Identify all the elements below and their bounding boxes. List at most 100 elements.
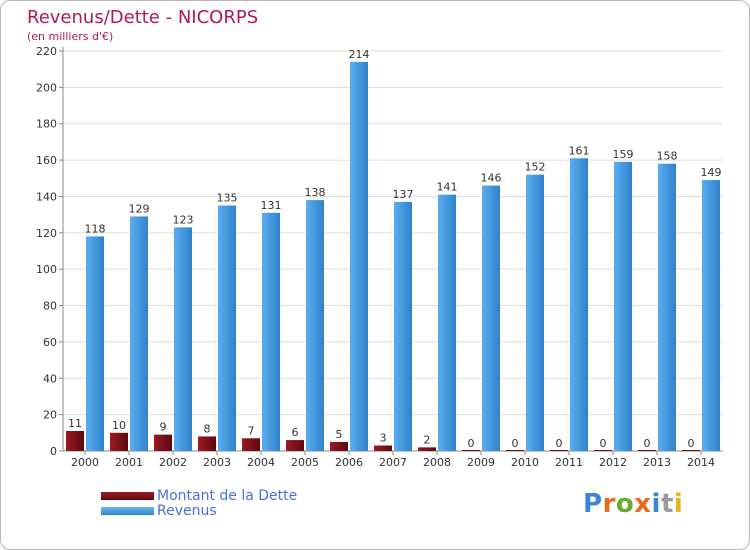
bar-chart: 0204060801001201401601802002201111820001…	[36, 45, 723, 469]
label-debt-2009: 0	[468, 437, 475, 450]
x-tick-label: 2008	[423, 456, 451, 469]
y-tick-label: 200	[36, 81, 57, 94]
label-revenue-2013: 158	[657, 150, 678, 163]
bar-debt-2003	[198, 436, 216, 451]
logo-letter: o	[615, 489, 635, 519]
bar-revenue-2006	[350, 61, 368, 452]
label-revenue-2014: 149	[701, 166, 722, 179]
proxiti-logo: Proxiti	[583, 489, 683, 519]
bar-revenue-2009	[482, 185, 500, 451]
label-debt-2005: 6	[292, 426, 299, 439]
label-debt-2013: 0	[644, 437, 651, 450]
x-tick-label: 2002	[159, 456, 187, 469]
bar-revenue-2008	[438, 194, 456, 452]
chart-title: Revenus/Dette - NICORPS	[27, 7, 259, 28]
y-tick-label: 20	[43, 409, 57, 422]
logo-letter: i	[651, 489, 661, 519]
bar-revenue-2012	[614, 161, 632, 451]
x-tick-label: 2000	[71, 456, 99, 469]
label-debt-2002: 9	[160, 421, 167, 434]
bar-debt-2010	[506, 450, 524, 451]
y-tick-label: 100	[36, 263, 57, 276]
bar-revenue-2001	[130, 216, 148, 451]
x-tick-label: 2006	[335, 456, 363, 469]
legend-label-revenue: Revenus	[157, 502, 217, 519]
bar-debt-2014	[682, 450, 700, 451]
x-tick-label: 2005	[291, 456, 319, 469]
legend-swatch-debt	[101, 491, 154, 500]
label-revenue-2012: 159	[613, 148, 634, 161]
bar-debt-2008	[418, 447, 436, 451]
x-tick-label: 2009	[467, 456, 495, 469]
bar-revenue-2004	[262, 212, 280, 451]
y-tick-label: 40	[43, 372, 57, 385]
y-tick-label: 220	[36, 45, 57, 58]
label-revenue-2011: 161	[569, 144, 590, 157]
logo-letter: P	[583, 489, 603, 519]
legend-item-debt: Montant de la Dette	[101, 487, 298, 504]
bar-debt-2005	[286, 440, 304, 451]
label-revenue-2004: 131	[261, 199, 282, 212]
bar-debt-2006	[330, 441, 348, 451]
label-revenue-2000: 118	[85, 222, 106, 235]
bar-revenue-2003	[218, 205, 236, 451]
bar-debt-2007	[374, 445, 392, 451]
x-tick-label: 2014	[687, 456, 715, 469]
bar-debt-2013	[638, 450, 656, 451]
label-debt-2011: 0	[556, 437, 563, 450]
y-tick-label: 160	[36, 154, 57, 167]
label-debt-2006: 5	[336, 428, 343, 441]
bar-revenue-2010	[526, 174, 544, 452]
y-tick-label: 80	[43, 300, 57, 313]
legend-swatch-revenue	[101, 506, 154, 515]
logo-letter: r	[602, 489, 616, 519]
label-revenue-2001: 129	[129, 202, 150, 215]
label-revenue-2009: 146	[481, 172, 502, 185]
bar-debt-2009	[462, 450, 480, 451]
label-debt-2008: 2	[424, 433, 431, 446]
label-revenue-2008: 141	[437, 181, 458, 194]
label-revenue-2006: 214	[349, 48, 370, 61]
bar-revenue-2002	[174, 227, 192, 451]
x-tick-label: 2010	[511, 456, 539, 469]
x-tick-label: 2012	[599, 456, 627, 469]
label-revenue-2002: 123	[173, 213, 194, 226]
logo-letter: t	[660, 489, 674, 519]
bar-debt-2004	[242, 438, 260, 451]
bar-debt-2001	[110, 432, 128, 451]
bar-debt-2012	[594, 450, 612, 451]
legend: Montant de la Dette Revenus	[101, 487, 298, 519]
bar-revenue-2014	[702, 180, 720, 451]
label-debt-2012: 0	[600, 437, 607, 450]
y-tick-label: 180	[36, 118, 57, 131]
bar-revenue-2011	[570, 158, 588, 452]
label-revenue-2010: 152	[525, 161, 546, 174]
label-debt-2004: 7	[248, 424, 255, 437]
label-debt-2003: 8	[204, 422, 211, 435]
x-tick-label: 2001	[115, 456, 143, 469]
label-revenue-2005: 138	[305, 186, 326, 199]
logo-letter: i	[673, 489, 684, 519]
legend-label-debt: Montant de la Dette	[157, 487, 298, 504]
label-debt-2007: 3	[380, 432, 387, 445]
label-debt-2010: 0	[512, 437, 519, 450]
bar-debt-2000	[66, 431, 84, 451]
bar-debt-2011	[550, 450, 568, 451]
x-tick-label: 2013	[643, 456, 671, 469]
x-tick-label: 2011	[555, 456, 583, 469]
y-tick-label: 140	[36, 190, 57, 203]
x-tick-label: 2003	[203, 456, 231, 469]
chart-subtitle: (en milliers d'€)	[27, 30, 114, 43]
bar-revenue-2007	[394, 201, 412, 451]
legend-item-revenue: Revenus	[101, 502, 297, 519]
bar-debt-2002	[154, 434, 172, 451]
logo-letter: x	[634, 489, 652, 519]
x-tick-label: 2007	[379, 456, 407, 469]
y-tick-label: 120	[36, 227, 57, 240]
label-debt-2001: 10	[112, 419, 126, 432]
y-tick-label: 0	[50, 445, 57, 458]
y-tick-label: 60	[43, 336, 57, 349]
label-revenue-2003: 135	[217, 192, 238, 205]
label-revenue-2007: 137	[393, 188, 414, 201]
